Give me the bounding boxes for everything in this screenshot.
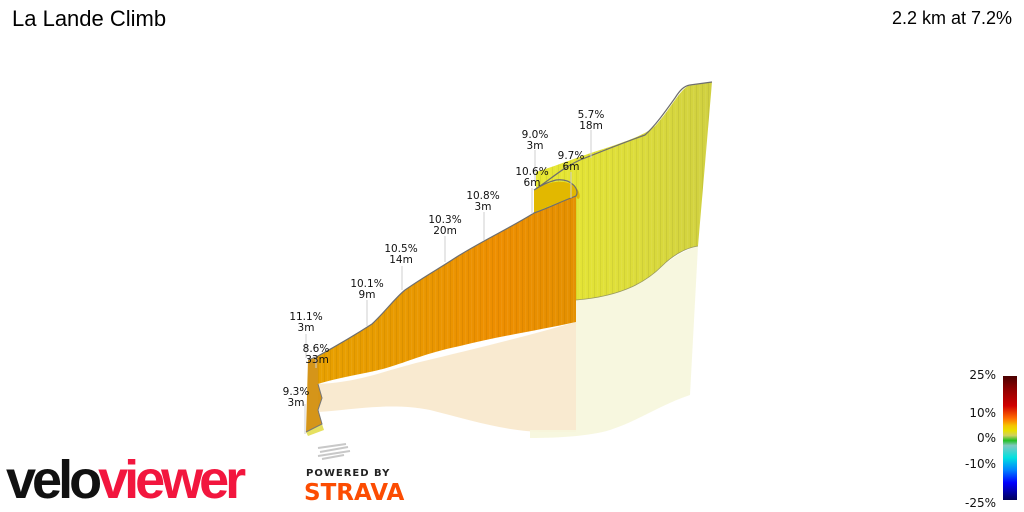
svg-text:18m: 18m [579,120,603,132]
veloviewer-logo: veloviewer [6,450,246,510]
svg-text:9.0%: 9.0% [522,129,549,141]
svg-text:10.5%: 10.5% [384,243,417,255]
legend-tick-0: 0% [976,431,996,445]
svg-text:5.7%: 5.7% [578,109,605,121]
segment-annotations: 9.3% 3m 8.6% 33m 11.1% 3m 10.1% 9m 10.5%… [283,109,605,409]
gradient-color-scale [1003,376,1017,500]
svg-text:8.6%: 8.6% [303,343,330,355]
svg-text:3m: 3m [298,322,315,334]
svg-text:9m: 9m [359,289,376,301]
legend-tick-10: 10% [969,406,996,420]
climb-title: La Lande Climb [12,6,167,31]
svg-text:20m: 20m [433,225,457,237]
svg-text:3m: 3m [288,397,305,409]
gradient-legend: 25% 10% 0% -10% -25% [955,366,1024,512]
legend-tick-neg10: -10% [964,457,996,471]
legend-tick-25: 25% [969,368,996,382]
climb-summary: 2.2 km at 7.2% [891,8,1012,28]
profile-shadow-orange [318,322,576,432]
svg-text:6m: 6m [524,177,541,189]
svg-text:33m: 33m [305,354,329,366]
svg-text:3m: 3m [527,140,544,152]
profile-start-segment [306,356,322,432]
profile-shadow-yellow [530,246,698,438]
svg-text:10.3%: 10.3% [428,214,461,226]
svg-text:10.8%: 10.8% [466,190,499,202]
profile-top-edge [317,81,713,357]
svg-text:3m: 3m [475,201,492,213]
svg-text:11.1%: 11.1% [289,311,322,323]
svg-text:10.1%: 10.1% [350,278,383,290]
svg-text:10.6%: 10.6% [515,166,548,178]
svg-text:9.7%: 9.7% [558,150,585,162]
svg-text:9.3%: 9.3% [283,386,310,398]
powered-by-text: POWERED BY [306,468,391,479]
svg-text:14m: 14m [389,254,413,266]
svg-text:6m: 6m [563,161,580,173]
legend-tick-neg25: -25% [964,496,996,510]
strava-chevron-icon [317,443,351,460]
strava-logo: STRAVA [304,480,405,506]
